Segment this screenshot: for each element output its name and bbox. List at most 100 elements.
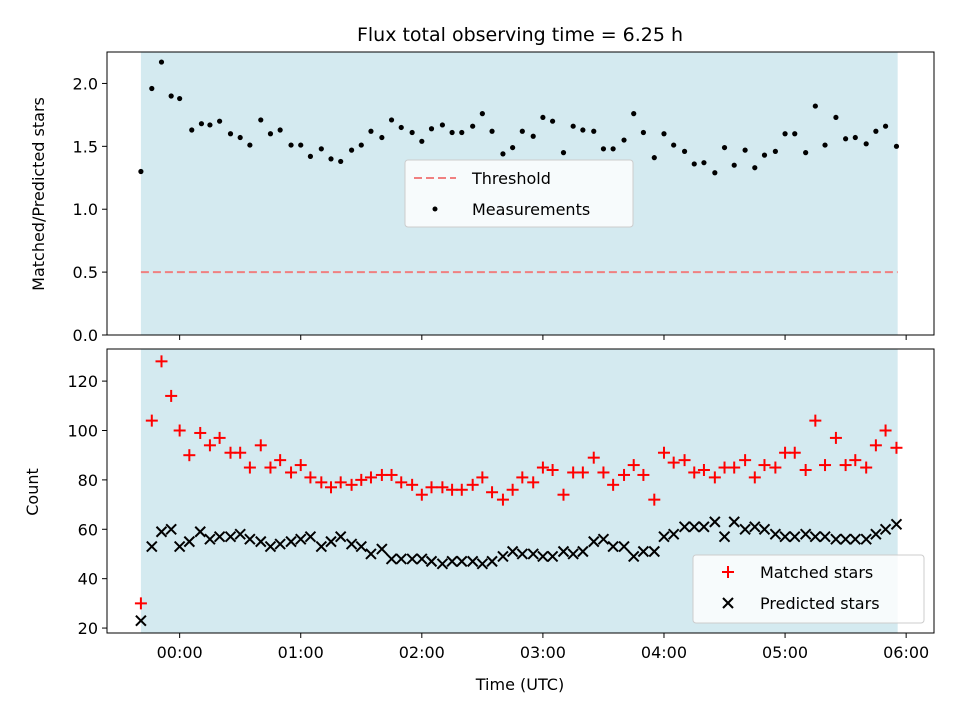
matched-star-point: [829, 431, 842, 444]
measurement-point: [530, 133, 536, 139]
matched-star-point: [748, 471, 761, 484]
matched-star-point: [155, 355, 168, 368]
predicted-star-point: [456, 555, 468, 568]
predicted-star-point: [497, 550, 509, 563]
measurement-point: [570, 123, 576, 129]
measurement-point: [158, 59, 165, 65]
matched-star-point: [345, 478, 358, 491]
x-tick-label: 02:00: [399, 643, 445, 662]
predicted-star-point: [274, 538, 286, 550]
predicted-star-point: [607, 540, 619, 553]
matched-star-point: [607, 478, 620, 491]
predicted-star-point: [304, 530, 317, 543]
predicted-star-point: [709, 516, 721, 528]
matched-star-point: [364, 471, 377, 484]
matched-star-point: [860, 461, 873, 474]
bottom-legend: Matched stars Predicted stars: [692, 554, 925, 624]
y-tick-label: 120: [67, 372, 98, 391]
measurement-point: [882, 123, 889, 129]
legend-matched-label: Matched stars: [760, 563, 873, 582]
matched-star-point: [325, 481, 338, 494]
legend-measurements-swatch: [432, 206, 438, 212]
matched-star-point: [304, 471, 317, 484]
matched-star-point: [809, 414, 822, 427]
legend-measurements-label: Measurements: [472, 200, 590, 219]
measurement-point: [288, 142, 294, 148]
matched-star-point: [476, 471, 489, 484]
matched-star-point: [334, 476, 347, 489]
bottom-axes-frame: [106, 348, 935, 634]
measurement-point: [307, 153, 314, 159]
predicted-star-point: [406, 553, 418, 565]
measurement-point: [217, 118, 223, 124]
matched-star-point: [890, 441, 903, 454]
bottom-legend-box: [692, 554, 925, 624]
predicted-star-point: [204, 533, 216, 545]
measurement-point: [772, 148, 778, 154]
measurement-point: [549, 118, 556, 124]
measurement-point: [671, 142, 677, 148]
top-panel: 0.00.51.01.52.0 Matched/Predicted stars …: [29, 51, 935, 345]
predicted-star-point: [789, 530, 801, 543]
measurement-point: [138, 168, 144, 175]
predicted-star-point: [446, 555, 458, 568]
matched-star-point: [486, 486, 499, 499]
measurement-point: [267, 131, 274, 137]
matched-star-point: [425, 481, 438, 494]
matched-star-point: [546, 464, 559, 477]
measurement-point: [198, 121, 205, 127]
matched-star-point: [728, 461, 741, 474]
top-legend: Threshold Measurements: [404, 159, 634, 228]
matched-star-point: [496, 493, 509, 506]
predicted-star-point: [769, 528, 782, 540]
measurement-point: [428, 126, 435, 132]
matched-star-point: [315, 476, 328, 489]
predicted-star-point: [597, 533, 610, 545]
predicted-star-point: [890, 518, 903, 531]
predicted-star-point: [264, 540, 277, 553]
matched-star-point: [697, 464, 710, 477]
predicted-star-point: [688, 521, 700, 533]
measurement-point: [168, 93, 174, 99]
measurement-point: [812, 103, 818, 109]
measurement-point: [721, 144, 728, 151]
predicted-star-point: [365, 548, 377, 560]
measurement-point: [560, 150, 567, 156]
predicted-star-point: [678, 521, 691, 533]
matched-star-point: [769, 461, 782, 474]
predicted-star-point: [213, 530, 226, 543]
predicted-star-point: [476, 558, 489, 570]
predicted-star-point: [385, 553, 398, 565]
measurement-point: [863, 141, 869, 147]
bottom-x-axis: 00:00 01:00 02:00 03:00 04:00 05:00 06:00: [157, 633, 929, 662]
measurement-point: [449, 129, 455, 136]
matched-star-point: [799, 464, 812, 477]
measurements-series: [138, 59, 900, 176]
bottom-y-axis-label: Count: [23, 468, 42, 516]
predicted-star-point: [355, 540, 367, 553]
matched-star-point: [213, 431, 226, 444]
predicted-star-point: [618, 540, 630, 553]
x-tick-label: 06:00: [883, 643, 929, 662]
predicted-star-point: [255, 535, 267, 548]
measurement-point: [873, 128, 879, 134]
matched-star-point: [536, 461, 549, 474]
measurement-point: [368, 128, 374, 134]
matched-star-point: [557, 488, 570, 501]
matched-star-point: [294, 459, 307, 472]
measurement-point: [843, 136, 849, 142]
matched-star-point: [264, 461, 277, 474]
predicted-star-point: [698, 521, 710, 533]
measurement-point: [207, 122, 213, 128]
matched-star-point: [145, 414, 158, 427]
predicted-star-point: [658, 530, 670, 543]
matched-star-point: [285, 466, 298, 479]
predicted-star-point: [879, 523, 892, 535]
predicted-star-point: [425, 555, 438, 568]
measurement-point: [489, 128, 495, 134]
predicted-star-point: [809, 530, 822, 543]
measurement-point: [701, 160, 707, 166]
matched-star-point: [436, 481, 449, 494]
predicted-star-point: [345, 538, 358, 550]
matched-star-point: [274, 454, 287, 467]
